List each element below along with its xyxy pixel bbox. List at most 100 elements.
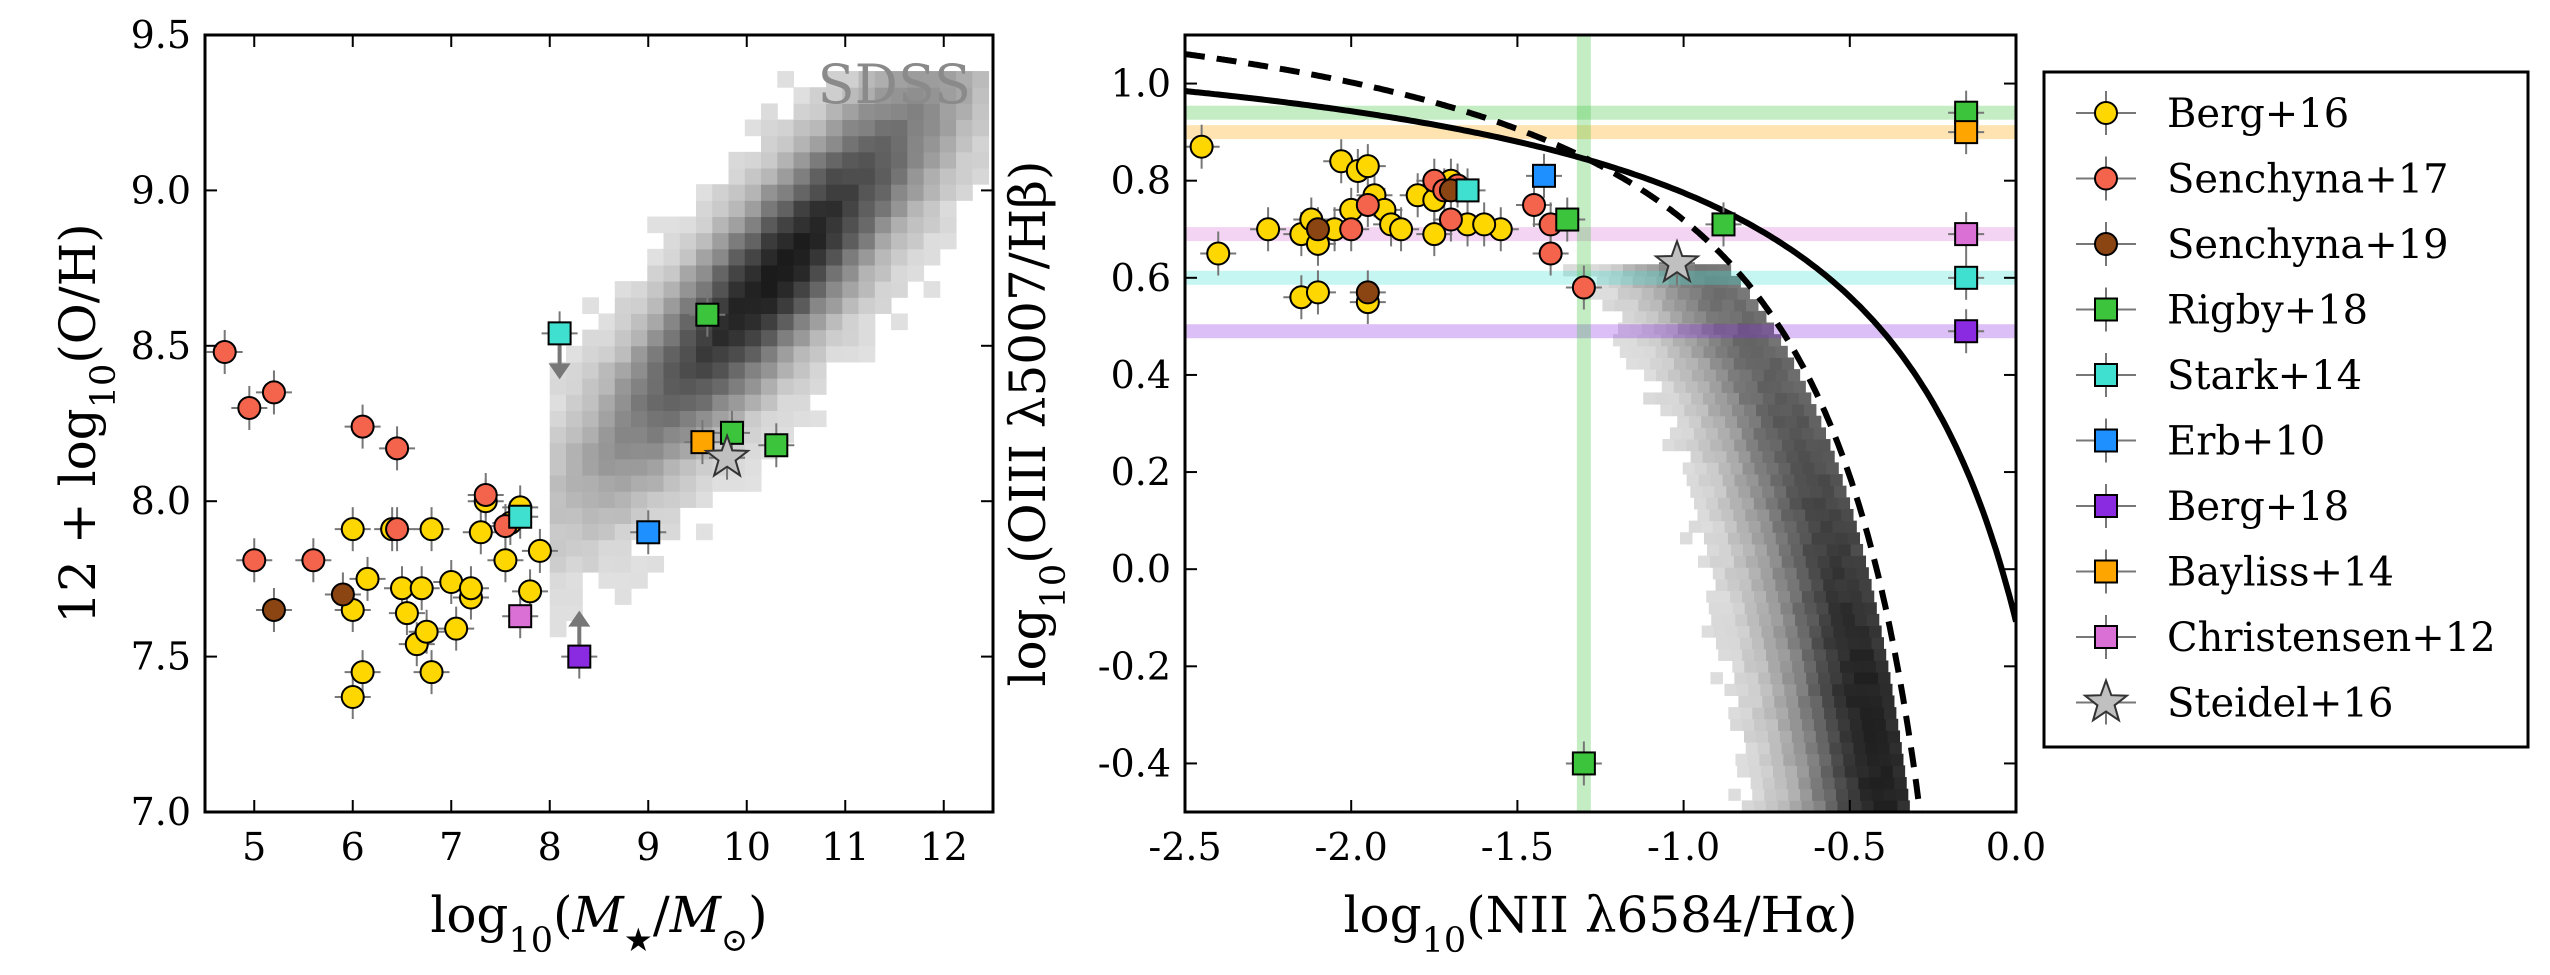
density-cell (679, 281, 697, 298)
point-berg-16-23 (1305, 280, 1330, 305)
density-cell (1783, 753, 1796, 766)
density-cell (614, 313, 632, 331)
density-cell (858, 297, 876, 314)
density-cell (1859, 578, 1872, 592)
density-cell (744, 168, 762, 185)
density-cell (1727, 369, 1741, 382)
density-cell (809, 329, 827, 347)
density-cell (1701, 625, 1715, 638)
density-cell (744, 184, 762, 201)
density-cell (1811, 637, 1825, 650)
point-berg-16-14 (444, 616, 469, 641)
density-cell (1817, 742, 1830, 755)
density-cell (1841, 742, 1854, 755)
density-cell (1743, 730, 1757, 743)
density-cell (582, 297, 600, 314)
density-cell (1626, 357, 1639, 370)
density-cell (793, 103, 811, 121)
density-cell (1854, 672, 1867, 685)
density-cell (598, 426, 616, 444)
density-cell (614, 281, 632, 298)
density-cell (1713, 625, 1727, 638)
density-cell (1706, 310, 1719, 323)
density-cell (809, 135, 827, 153)
density-cell (582, 507, 600, 525)
density-cell (1782, 439, 1795, 452)
density-cell (1880, 683, 1893, 696)
density-cell (842, 184, 860, 201)
x-axis-label: log10(NII λ6584/Hα) (1344, 886, 1858, 961)
density-cell (1778, 590, 1791, 603)
density-cell (1830, 672, 1843, 685)
density-cell (566, 491, 583, 508)
plot-area (1185, 35, 2016, 812)
density-cell (891, 119, 908, 137)
density-cell (1882, 777, 1895, 790)
density-cell (1793, 742, 1807, 755)
density-cell (1760, 683, 1773, 696)
density-cell (582, 539, 600, 557)
density-cell (1736, 683, 1749, 696)
density-cell (1812, 788, 1825, 801)
density-cell (874, 281, 892, 298)
density-cell (1861, 718, 1875, 731)
density-cell (1713, 322, 1727, 335)
density-cell (1883, 788, 1897, 801)
density-cell (1822, 450, 1835, 463)
density-cell (1700, 520, 1714, 533)
density-cell (631, 458, 648, 476)
density-cell (939, 151, 957, 169)
density-cell (1745, 555, 1759, 568)
point-senchyna-17-6 (1522, 192, 1547, 217)
density-cell (1810, 777, 1823, 790)
density-cell (549, 410, 567, 428)
density-cell (1655, 345, 1669, 358)
density-cell (1806, 439, 1819, 452)
density-cell (1856, 567, 1869, 580)
density-cell (647, 475, 665, 492)
density-cell (891, 281, 908, 298)
density-cell (1837, 648, 1851, 661)
density-cell (1814, 543, 1828, 557)
density-cell (923, 87, 941, 104)
density-cell (1685, 357, 1699, 370)
density-cell (1837, 590, 1851, 603)
density-cell (809, 87, 827, 104)
density-cell (777, 329, 795, 347)
density-cell (1694, 264, 1708, 277)
density-cell (744, 394, 762, 411)
density-cell (1643, 345, 1657, 358)
density-cell (761, 168, 778, 185)
density-cell (1844, 567, 1857, 580)
density-cell (1880, 765, 1894, 778)
density-cell (566, 507, 583, 525)
legend-marker-erb-10 (2094, 428, 2118, 453)
y-tick-label: 8.5 (131, 324, 191, 368)
density-cell (1820, 520, 1833, 533)
density-cell (826, 216, 843, 234)
density-cell (1756, 660, 1769, 673)
point-berg-16-1 (1206, 241, 1231, 266)
density-cell (1805, 508, 1818, 522)
density-cell (549, 475, 567, 492)
density-cell (1730, 310, 1743, 323)
density-cell (1861, 800, 1874, 812)
density-cell (1833, 625, 1846, 638)
density-cell (1745, 508, 1758, 522)
density-cell (1796, 567, 1810, 580)
density-cell (1696, 404, 1709, 417)
density-cell (696, 410, 713, 428)
density-cell (1762, 485, 1775, 498)
density-cell (1835, 532, 1849, 545)
density-cell (1813, 590, 1827, 603)
density-cell (1806, 672, 1819, 685)
density-cell (728, 378, 746, 395)
density-cell (1808, 567, 1822, 580)
density-cell (1813, 648, 1827, 661)
density-cell (1756, 334, 1770, 347)
density-cell (744, 329, 762, 347)
density-cell (549, 604, 567, 622)
density-cell (1697, 555, 1711, 568)
density-cell (598, 329, 616, 347)
density-cell (1766, 718, 1779, 731)
